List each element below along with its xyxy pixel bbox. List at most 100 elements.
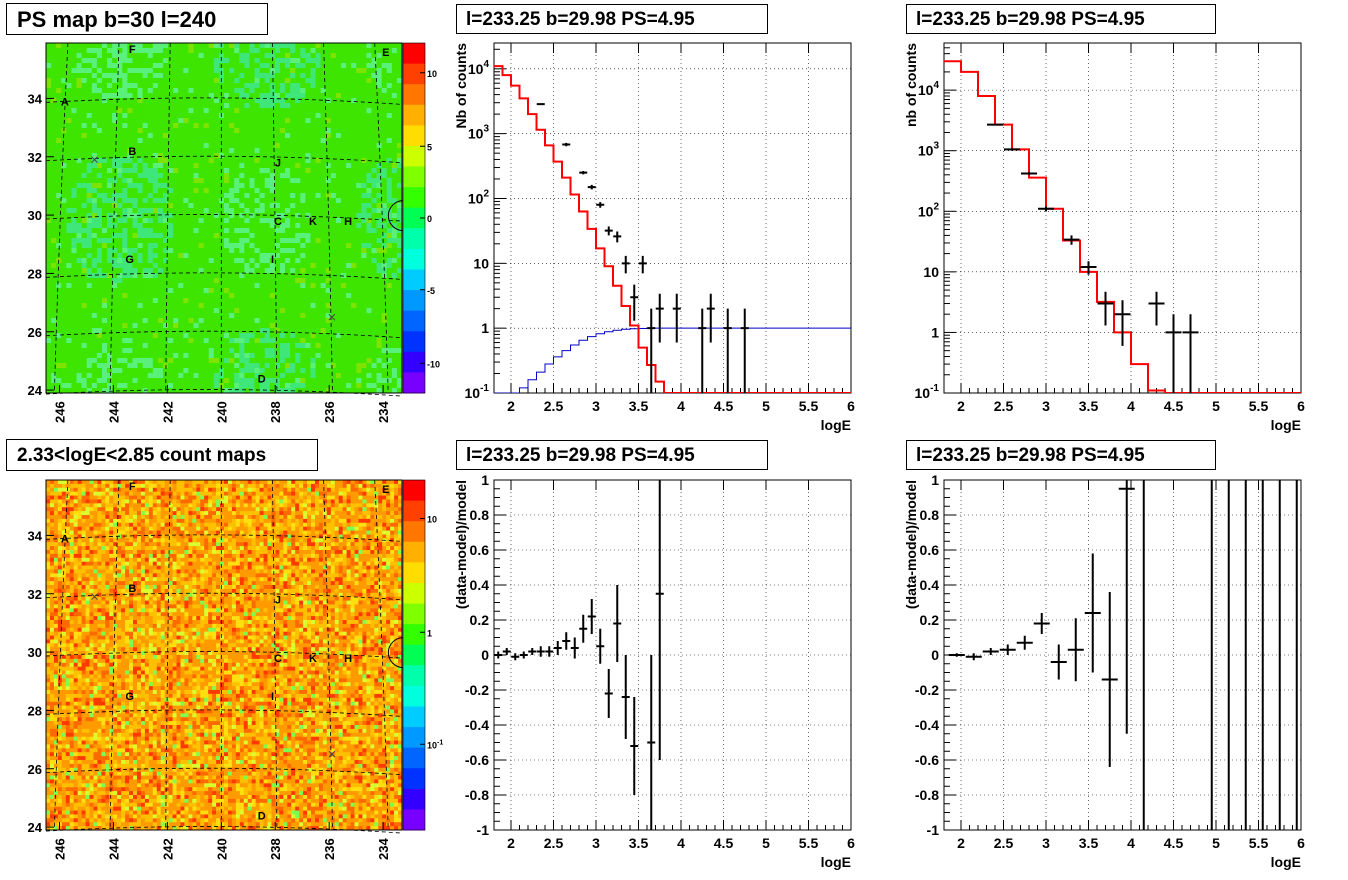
map1-pixel <box>112 78 117 83</box>
map1-pixel <box>153 68 158 73</box>
map1-pixel <box>87 78 92 83</box>
map1-pixel <box>173 298 178 303</box>
map1-pixel <box>102 213 107 218</box>
map1-pixel <box>351 313 356 318</box>
map1-pixel <box>351 58 356 63</box>
map1-pixel <box>255 218 260 223</box>
map1-pixel <box>214 88 219 93</box>
map1-pixel <box>66 283 71 288</box>
map1-pixel <box>188 313 193 318</box>
map1-pixel <box>270 143 275 148</box>
map1-pixel <box>336 358 341 363</box>
map1-pixel <box>193 313 198 318</box>
map1-pixel <box>132 338 137 343</box>
map1-pixel <box>239 178 244 183</box>
map1-pixel <box>122 308 127 313</box>
map1-pixel <box>265 313 270 318</box>
map1-pixel <box>260 123 265 128</box>
map1-pixel <box>97 213 102 218</box>
map1-pixel <box>97 103 102 108</box>
map1-pixel <box>356 223 361 228</box>
map1-pixel <box>361 283 366 288</box>
map1-pixel <box>290 183 295 188</box>
map1-pixel <box>132 58 137 63</box>
map1-pixel <box>377 373 382 378</box>
map1-pixel <box>346 348 351 353</box>
map1-pixel <box>148 303 153 308</box>
map1-pixel <box>270 298 275 303</box>
map1-pixel <box>117 118 122 123</box>
map1-pixel <box>377 73 382 78</box>
map1-pixel <box>46 193 51 198</box>
map1-pixel <box>351 193 356 198</box>
map1-pixel <box>168 293 173 298</box>
map1-pixel <box>209 253 214 258</box>
map1-pixel <box>239 173 244 178</box>
map1-pixel <box>229 258 234 263</box>
map1-pixel <box>51 118 56 123</box>
map1-pixel <box>158 128 163 133</box>
map1-pixel <box>346 273 351 278</box>
map1-pixel <box>356 298 361 303</box>
map1-pixel <box>209 53 214 58</box>
map1-pixel <box>361 368 366 373</box>
map1-pixel <box>122 318 127 323</box>
map1-pixel <box>168 283 173 288</box>
map1-pixel <box>371 333 376 338</box>
map1-pixel <box>239 88 244 93</box>
map1-pixel <box>193 213 198 218</box>
map1-pixel <box>148 198 153 203</box>
map1-pixel <box>82 48 87 53</box>
map1-pixel <box>331 258 336 263</box>
map1-pixel <box>71 333 76 338</box>
map1-pixel <box>295 323 300 328</box>
map1-pixel <box>132 193 137 198</box>
map1-pixel <box>127 343 132 348</box>
map1-pixel <box>168 278 173 283</box>
map1-pixel <box>127 233 132 238</box>
map1-pixel <box>82 138 87 143</box>
map1-pixel <box>148 213 153 218</box>
map1-pixel <box>193 293 198 298</box>
map1-pixel <box>270 103 275 108</box>
map1-pixel <box>316 183 321 188</box>
map1-pixel <box>265 103 270 108</box>
map1-pixel <box>183 133 188 138</box>
map1-pixel <box>51 193 56 198</box>
map1-pixel <box>153 283 158 288</box>
map1-pixel <box>265 208 270 213</box>
map1-pixel <box>361 323 366 328</box>
map1-pixel <box>234 213 239 218</box>
map1-pixel <box>117 208 122 213</box>
map1-pixel <box>336 93 341 98</box>
map1-pixel <box>260 93 265 98</box>
map1-pixel <box>188 48 193 53</box>
map1-pixel <box>249 223 254 228</box>
map1-pixel <box>117 293 122 298</box>
map1-pixel <box>382 253 387 258</box>
map1-pixel <box>71 263 76 268</box>
map1-pixel <box>71 178 76 183</box>
map1-pixel <box>366 83 371 88</box>
map1-pixel <box>97 143 102 148</box>
map1-pixel <box>392 273 397 278</box>
map1-pixel <box>112 318 117 323</box>
map1-pixel <box>193 333 198 338</box>
map1-pixel <box>82 223 87 228</box>
map1-pixel <box>199 343 204 348</box>
map1-pixel <box>188 148 193 153</box>
map1-pixel <box>183 343 188 348</box>
map1-pixel <box>82 218 87 223</box>
map1-pixel <box>61 338 66 343</box>
map1-pixel <box>122 343 127 348</box>
map1-pixel <box>102 128 107 133</box>
map1-pixel <box>300 198 305 203</box>
map1-pixel <box>387 93 392 98</box>
map1-pixel <box>229 263 234 268</box>
map1-pixel <box>356 343 361 348</box>
map1-pixel <box>204 208 209 213</box>
map1-ytick-label: 34 <box>28 91 43 106</box>
map1-pixel <box>199 148 204 153</box>
map1-pixel <box>51 143 56 148</box>
map1-pixel <box>310 133 315 138</box>
